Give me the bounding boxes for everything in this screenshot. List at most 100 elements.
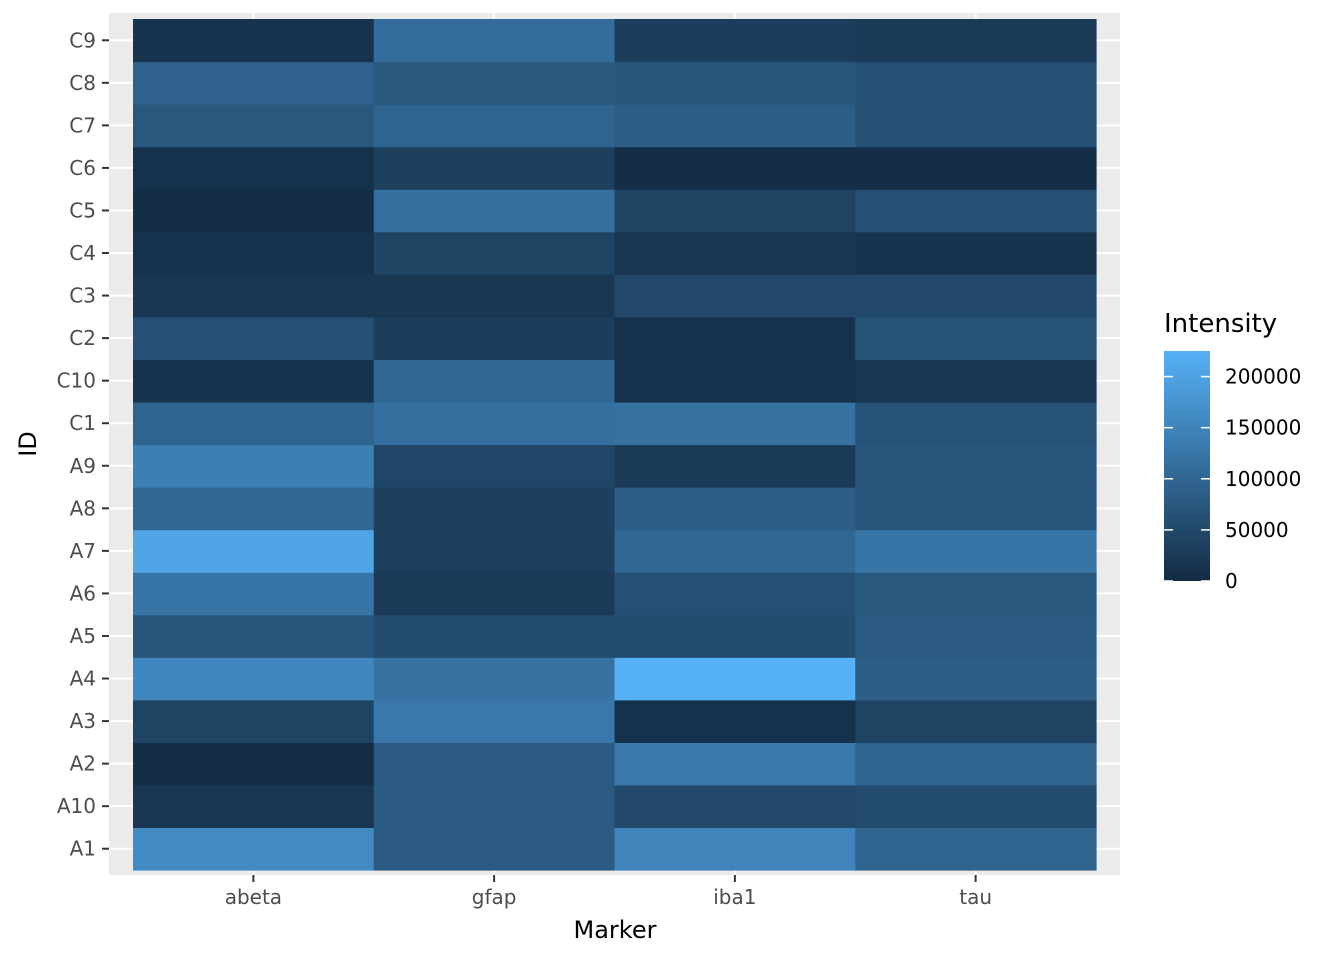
legend: Intensity 0 50000 100000 150000 200000 xyxy=(1164,309,1301,593)
y-axis-title: ID xyxy=(14,431,42,457)
heatmap-cell-A3-iba1 xyxy=(614,699,856,743)
heatmap-cell-C2-abeta xyxy=(133,316,375,360)
y-tick-label: A10 xyxy=(57,794,96,818)
y-tick-label: A4 xyxy=(70,667,96,691)
x-tick-label: iba1 xyxy=(713,885,756,909)
legend-tick-label: 150000 xyxy=(1225,416,1301,440)
heatmap-cell-C2-tau xyxy=(855,316,1097,360)
x-tick-label: gfap xyxy=(472,885,517,909)
heatmap-cell-A5-iba1 xyxy=(614,614,856,658)
y-tick-label: C7 xyxy=(69,113,96,137)
y-tick-label: C6 xyxy=(69,156,96,180)
heatmap-cell-A2-abeta xyxy=(133,742,375,786)
heatmap-cell-A3-gfap xyxy=(373,699,616,743)
heatmap-cell-A3-abeta xyxy=(133,699,375,743)
y-tick-label: C3 xyxy=(69,284,96,308)
heatmap-cell-A9-abeta xyxy=(133,444,375,488)
heatmap-cell-C4-gfap xyxy=(373,231,616,275)
heatmap-cell-C1-iba1 xyxy=(614,401,856,446)
heatmap-cell-A2-iba1 xyxy=(614,742,856,786)
y-tick-label: A8 xyxy=(70,496,96,520)
y-tick-label: C10 xyxy=(57,369,96,393)
legend-tick-label: 50000 xyxy=(1225,518,1289,542)
heatmap-cell-C3-gfap xyxy=(373,274,616,318)
heatmap-cell-C6-abeta xyxy=(133,146,375,190)
heatmap-cell-C7-iba1 xyxy=(614,104,856,148)
y-tick-label: A5 xyxy=(70,624,96,648)
heatmap-cell-A6-gfap xyxy=(373,572,616,616)
x-tick-label: tau xyxy=(959,885,992,909)
y-tick-label: A3 xyxy=(70,709,96,733)
heatmap-cell-A4-gfap xyxy=(373,657,616,701)
heatmap-cell-C7-gfap xyxy=(373,104,616,148)
heatmap-cell-A4-abeta xyxy=(133,657,375,701)
y-tick-label: C8 xyxy=(69,71,96,95)
heatmap-cell-C1-tau xyxy=(855,401,1097,446)
heatmap-cell-C7-tau xyxy=(855,104,1097,148)
heatmap-cell-C7-abeta xyxy=(133,104,375,148)
y-tick-label: C5 xyxy=(69,198,96,222)
heatmap-cell-A7-abeta xyxy=(133,529,375,573)
y-tick-label: A7 xyxy=(70,539,96,563)
heatmap-cell-C2-iba1 xyxy=(614,316,856,360)
y-tick-label: C2 xyxy=(69,326,96,350)
heatmap-cell-A5-abeta xyxy=(133,614,375,658)
heatmap-cell-A8-iba1 xyxy=(614,487,856,531)
heatmap-cell-C5-tau xyxy=(855,189,1097,233)
legend-colorbar xyxy=(1164,351,1210,581)
heatmap-cell-C8-gfap xyxy=(373,61,616,105)
heatmap-cell-C6-tau xyxy=(855,146,1097,190)
heatmap-cell-A9-gfap xyxy=(373,444,616,488)
heatmap-cell-C1-abeta xyxy=(133,401,375,446)
heatmap-cell-C8-tau xyxy=(855,61,1097,105)
heatmap-cell-C3-abeta xyxy=(133,274,375,318)
x-axis-title: Marker xyxy=(574,916,657,944)
heatmap-cell-C9-tau xyxy=(855,19,1097,63)
heatmap-cell-A1-tau xyxy=(855,827,1097,871)
heatmap-cell-C9-gfap xyxy=(373,19,616,63)
heatmap-cell-A6-tau xyxy=(855,572,1097,616)
heatmap-cell-C5-gfap xyxy=(373,189,616,233)
heatmap-cell-A5-tau xyxy=(855,614,1097,658)
heatmap-cell-A2-gfap xyxy=(373,742,616,786)
heatmap-cell-C4-iba1 xyxy=(614,231,856,275)
heatmap-cell-A3-tau xyxy=(855,699,1097,743)
heatmap-cell-A10-tau xyxy=(855,784,1097,829)
heatmap-cell-C9-abeta xyxy=(133,19,375,63)
heatmap-cell-C8-iba1 xyxy=(614,61,856,105)
heatmap-cell-A7-tau xyxy=(855,529,1097,573)
heatmap-cell-C10-iba1 xyxy=(614,359,856,403)
legend-tick-label: 100000 xyxy=(1225,467,1301,491)
heatmap-cell-A9-iba1 xyxy=(614,444,856,488)
heatmap-cell-A10-gfap xyxy=(373,784,616,829)
heatmap-cell-C4-tau xyxy=(855,231,1097,275)
heatmap-cell-A4-iba1 xyxy=(614,657,856,701)
heatmap-cell-A8-tau xyxy=(855,487,1097,531)
heatmap-cell-A6-iba1 xyxy=(614,572,856,616)
heatmap-cell-A7-iba1 xyxy=(614,529,856,573)
y-tick-label: A9 xyxy=(70,454,96,478)
legend-tick-label: 0 xyxy=(1225,569,1238,593)
heatmap-cell-C1-gfap xyxy=(373,401,616,446)
heatmap-cell-A7-gfap xyxy=(373,529,616,573)
heatmap-cell-A8-gfap xyxy=(373,487,616,531)
heatmap-cell-A10-iba1 xyxy=(614,784,856,829)
heatmap-cell-A6-abeta xyxy=(133,572,375,616)
heatmap-cell-A1-iba1 xyxy=(614,827,856,871)
heatmap-cell-A9-tau xyxy=(855,444,1097,488)
heatmap-cell-A2-tau xyxy=(855,742,1097,786)
y-tick-label: C1 xyxy=(69,411,96,435)
heatmap-cell-A1-abeta xyxy=(133,827,375,871)
heatmap-cell-C10-gfap xyxy=(373,359,616,403)
heatmap-cell-C6-iba1 xyxy=(614,146,856,190)
heatmap-cell-C6-gfap xyxy=(373,146,616,190)
y-tick-label: A6 xyxy=(70,581,96,605)
x-tick-label: abeta xyxy=(225,885,282,909)
heatmap-cell-C5-iba1 xyxy=(614,189,856,233)
y-tick-label: C9 xyxy=(69,28,96,52)
heatmap-cell-C3-tau xyxy=(855,274,1097,318)
heatmap-cell-C5-abeta xyxy=(133,189,375,233)
heatmap-cell-C10-tau xyxy=(855,359,1097,403)
